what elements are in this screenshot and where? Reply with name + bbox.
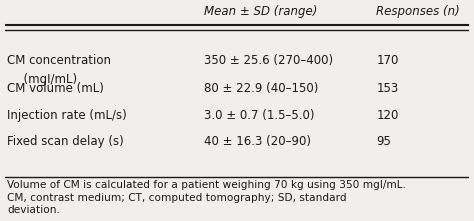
Text: 40 ± 16.3 (20–90): 40 ± 16.3 (20–90) xyxy=(204,135,311,149)
Text: CM volume (mL): CM volume (mL) xyxy=(7,82,104,95)
Text: (mgI/mL): (mgI/mL) xyxy=(16,72,77,86)
Text: deviation.: deviation. xyxy=(7,205,60,215)
Text: Responses (n): Responses (n) xyxy=(376,6,460,19)
Text: Mean ± SD (range): Mean ± SD (range) xyxy=(204,6,318,19)
Text: Injection rate (mL/s): Injection rate (mL/s) xyxy=(7,109,127,122)
Text: 95: 95 xyxy=(376,135,391,149)
Text: 3.0 ± 0.7 (1.5–5.0): 3.0 ± 0.7 (1.5–5.0) xyxy=(204,109,315,122)
Text: CM concentration: CM concentration xyxy=(7,54,111,67)
Text: 170: 170 xyxy=(376,54,399,67)
Text: 153: 153 xyxy=(376,82,399,95)
Text: CM, contrast medium; CT, computed tomography; SD, standard: CM, contrast medium; CT, computed tomogr… xyxy=(7,193,346,203)
Text: 80 ± 22.9 (40–150): 80 ± 22.9 (40–150) xyxy=(204,82,319,95)
Text: 350 ± 25.6 (270–400): 350 ± 25.6 (270–400) xyxy=(204,54,334,67)
Text: Fixed scan delay (s): Fixed scan delay (s) xyxy=(7,135,124,149)
Text: Volume of CM is calculated for a patient weighing 70 kg using 350 mgI/mL.: Volume of CM is calculated for a patient… xyxy=(7,180,406,190)
Text: 120: 120 xyxy=(376,109,399,122)
